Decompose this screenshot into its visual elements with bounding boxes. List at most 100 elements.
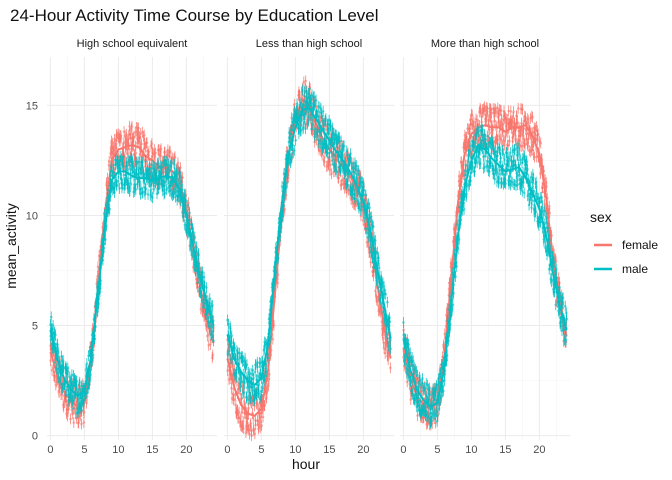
point-female xyxy=(85,401,88,405)
point-male xyxy=(327,131,331,135)
point-male xyxy=(211,304,214,307)
point-female xyxy=(173,155,177,159)
point-male xyxy=(359,208,362,212)
point-male xyxy=(242,390,246,394)
point-male xyxy=(75,380,79,383)
point-male xyxy=(386,337,389,340)
point-male xyxy=(257,383,261,386)
point-female xyxy=(328,163,332,167)
point-male xyxy=(64,389,68,393)
point-male xyxy=(148,172,152,176)
point-male xyxy=(170,161,174,165)
x-tick-label: 0 xyxy=(400,444,406,456)
point-male xyxy=(313,103,316,107)
point-male xyxy=(309,116,313,120)
point-male xyxy=(382,285,386,288)
facet-panel: High school equivalent 0 5 10 15 20 xyxy=(47,38,217,456)
point-male xyxy=(209,332,213,336)
point-female xyxy=(159,147,163,151)
point-male xyxy=(333,154,337,157)
point-female xyxy=(166,148,170,152)
point-male xyxy=(137,173,140,177)
point-male xyxy=(205,286,208,289)
point-male xyxy=(133,190,137,193)
point-male xyxy=(290,156,294,159)
point-male xyxy=(260,394,263,397)
point-male xyxy=(96,310,100,313)
point-male xyxy=(335,170,339,174)
point-male xyxy=(139,167,143,171)
point-female xyxy=(239,417,242,421)
point-male xyxy=(200,300,204,303)
point-male xyxy=(384,292,388,296)
point-male xyxy=(105,196,109,200)
point-male xyxy=(128,159,132,163)
point-male xyxy=(112,170,115,174)
point-male xyxy=(49,323,52,326)
point-male xyxy=(364,193,368,197)
point-female xyxy=(181,176,184,179)
x-tick-label: 0 xyxy=(47,444,53,456)
point-male xyxy=(293,149,296,152)
point-male xyxy=(302,103,306,107)
mean-line-male xyxy=(226,106,392,387)
facet-strip-label: High school equivalent xyxy=(77,38,188,50)
point-female xyxy=(250,434,253,437)
mean-line-female xyxy=(226,96,392,417)
point-female xyxy=(142,133,146,137)
point-female xyxy=(122,130,126,133)
x-tick-label: 0 xyxy=(224,444,230,456)
chart-title: 24-Hour Activity Time Course by Educatio… xyxy=(10,6,379,25)
point-male xyxy=(324,117,328,120)
point-female xyxy=(163,151,167,154)
point-female xyxy=(137,126,140,130)
point-male xyxy=(153,165,156,169)
point-female xyxy=(261,415,265,419)
point-male xyxy=(129,182,133,186)
point-male xyxy=(181,188,184,191)
point-male xyxy=(89,373,92,376)
point-female xyxy=(304,79,308,83)
x-tick-label: 15 xyxy=(499,444,511,456)
point-male xyxy=(230,334,234,338)
point-male xyxy=(56,351,60,355)
point-male xyxy=(166,186,170,190)
facet-panel: Less than high school 0 5 10 15 20 xyxy=(224,38,394,456)
point-male xyxy=(73,394,76,398)
point-male xyxy=(138,180,142,184)
point-male xyxy=(172,191,176,194)
point-male xyxy=(313,127,317,131)
point-male xyxy=(144,160,147,163)
point-female xyxy=(52,366,55,370)
point-female xyxy=(145,141,149,144)
point-male xyxy=(49,315,53,319)
point-male xyxy=(330,150,333,154)
point-male xyxy=(387,344,390,348)
point-male xyxy=(346,183,350,187)
point-male xyxy=(104,238,107,241)
point-male xyxy=(141,161,144,164)
point-female xyxy=(361,219,365,222)
point-male xyxy=(319,142,322,145)
x-tick-label: 20 xyxy=(180,444,192,456)
point-male xyxy=(189,247,193,250)
point-female xyxy=(253,432,257,436)
point-male xyxy=(376,286,380,289)
point-female xyxy=(127,147,131,151)
facet-panel: More than high school 0 5 10 15 20 xyxy=(400,38,570,456)
point-male xyxy=(357,169,360,172)
point-male xyxy=(163,191,167,195)
point-male xyxy=(303,90,306,94)
point-male xyxy=(172,182,175,185)
point-male xyxy=(294,138,297,142)
point-male xyxy=(346,153,349,157)
point-male xyxy=(57,376,60,380)
point-male xyxy=(342,144,346,148)
point-female xyxy=(96,265,100,269)
point-male xyxy=(123,183,127,187)
point-male xyxy=(80,408,83,412)
point-male xyxy=(352,185,355,189)
point-female xyxy=(260,424,263,427)
point-female xyxy=(242,399,246,403)
